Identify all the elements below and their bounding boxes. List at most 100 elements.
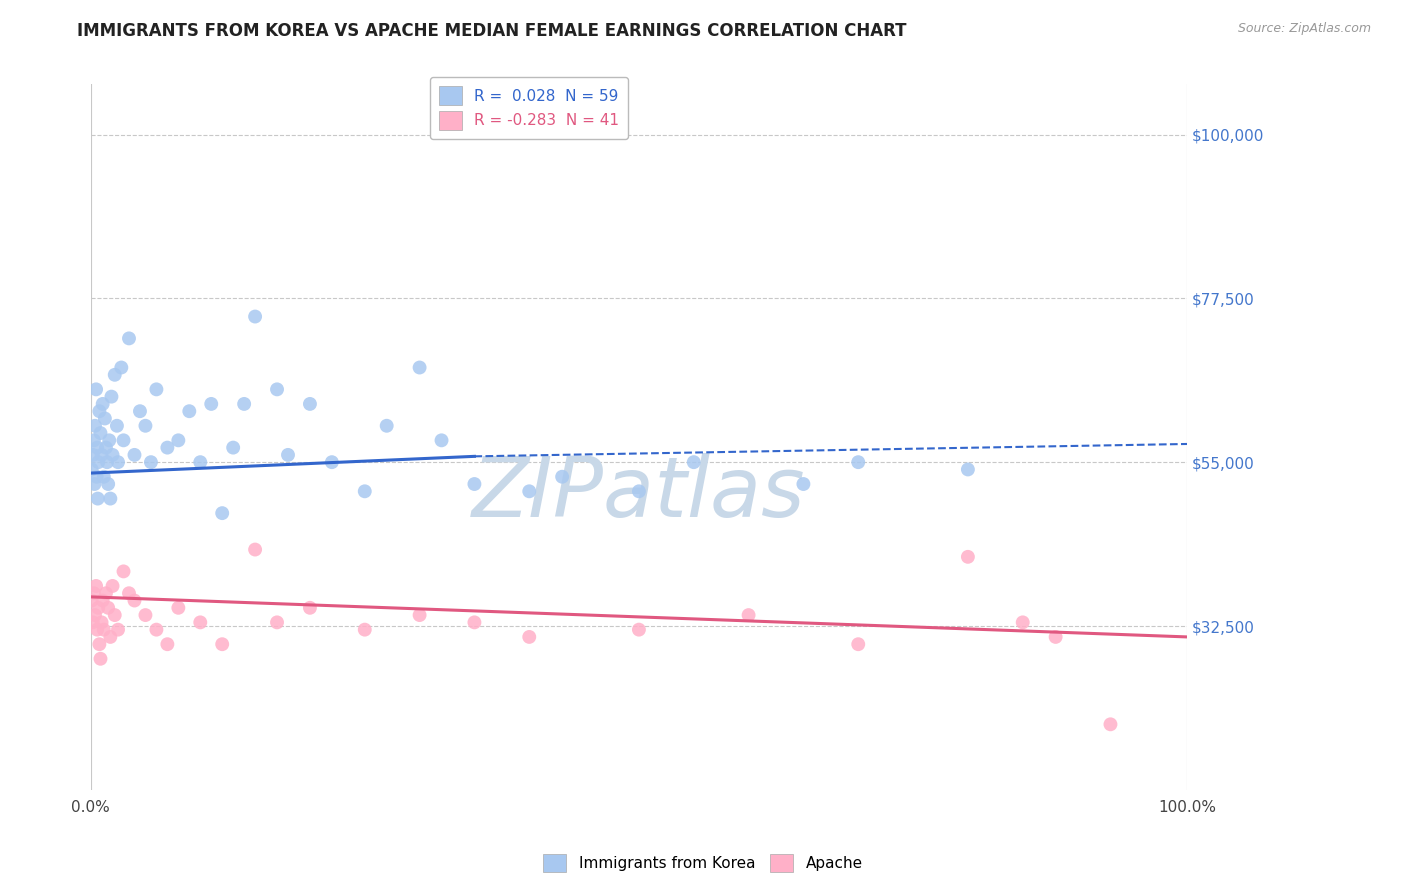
Point: [277, 448, 299, 462]
Point: [94, 586, 117, 600]
Point: [551, 469, 574, 483]
Point: [408, 360, 430, 375]
Point: [84, 383, 107, 397]
Point: [222, 441, 245, 455]
Point: [233, 397, 256, 411]
Point: [211, 637, 233, 651]
Point: [89, 652, 111, 666]
Point: [134, 608, 156, 623]
Point: [101, 579, 124, 593]
Point: [627, 484, 650, 499]
Point: [179, 404, 201, 418]
Point: [266, 383, 288, 397]
Point: [98, 434, 121, 448]
Point: [156, 441, 179, 455]
Point: [353, 484, 375, 499]
Point: [104, 368, 127, 382]
Point: [408, 608, 430, 623]
Point: [89, 404, 111, 418]
Point: [90, 448, 112, 462]
Point: [80, 593, 103, 607]
Text: ZIPatlas: ZIPatlas: [472, 453, 806, 533]
Point: [118, 331, 141, 345]
Legend: Immigrants from Korea, Apache: Immigrants from Korea, Apache: [536, 846, 870, 880]
Text: Source: ZipAtlas.com: Source: ZipAtlas.com: [1237, 22, 1371, 36]
Point: [124, 593, 146, 607]
Point: [93, 623, 115, 637]
Point: [463, 477, 485, 491]
Point: [266, 615, 288, 630]
Point: [118, 586, 141, 600]
Point: [682, 455, 704, 469]
Point: [956, 549, 979, 564]
Point: [94, 441, 117, 455]
Point: [188, 455, 211, 469]
Point: [846, 455, 869, 469]
Point: [430, 434, 453, 448]
Point: [96, 455, 118, 469]
Point: [375, 418, 398, 433]
Point: [83, 477, 105, 491]
Point: [1099, 717, 1122, 731]
Point: [91, 593, 114, 607]
Point: [321, 455, 343, 469]
Point: [86, 623, 108, 637]
Point: [86, 441, 108, 455]
Point: [1011, 615, 1033, 630]
Point: [104, 608, 127, 623]
Point: [100, 390, 122, 404]
Point: [124, 448, 146, 462]
Point: [89, 425, 111, 440]
Point: [84, 608, 107, 623]
Text: IMMIGRANTS FROM KOREA VS APACHE MEDIAN FEMALE EARNINGS CORRELATION CHART: IMMIGRANTS FROM KOREA VS APACHE MEDIAN F…: [77, 22, 907, 40]
Point: [211, 506, 233, 520]
Point: [87, 491, 110, 506]
Point: [156, 637, 179, 651]
Point: [298, 397, 321, 411]
Point: [87, 455, 110, 469]
Point: [145, 383, 167, 397]
Point: [86, 469, 108, 483]
Point: [90, 615, 112, 630]
Point: [463, 615, 485, 630]
Point: [188, 615, 211, 630]
Legend: R =  0.028  N = 59, R = -0.283  N = 41: R = 0.028 N = 59, R = -0.283 N = 41: [430, 77, 628, 139]
Point: [94, 411, 117, 425]
Point: [112, 434, 135, 448]
Point: [83, 586, 105, 600]
Point: [110, 360, 132, 375]
Point: [1045, 630, 1067, 644]
Point: [517, 484, 540, 499]
Point: [167, 600, 190, 615]
Point: [139, 455, 162, 469]
Point: [129, 404, 152, 418]
Point: [737, 608, 759, 623]
Point: [84, 579, 107, 593]
Point: [298, 600, 321, 615]
Point: [98, 630, 121, 644]
Point: [107, 455, 129, 469]
Point: [112, 565, 135, 579]
Point: [792, 477, 814, 491]
Point: [93, 469, 115, 483]
Point: [89, 637, 111, 651]
Point: [82, 448, 104, 462]
Point: [167, 434, 190, 448]
Point: [101, 448, 124, 462]
Point: [87, 600, 110, 615]
Point: [627, 623, 650, 637]
Point: [134, 418, 156, 433]
Point: [956, 462, 979, 476]
Point: [353, 623, 375, 637]
Point: [80, 462, 103, 476]
Point: [83, 434, 105, 448]
Point: [145, 623, 167, 637]
Point: [84, 418, 107, 433]
Point: [517, 630, 540, 644]
Point: [846, 637, 869, 651]
Point: [107, 623, 129, 637]
Point: [91, 397, 114, 411]
Point: [200, 397, 222, 411]
Point: [243, 310, 266, 324]
Point: [105, 418, 128, 433]
